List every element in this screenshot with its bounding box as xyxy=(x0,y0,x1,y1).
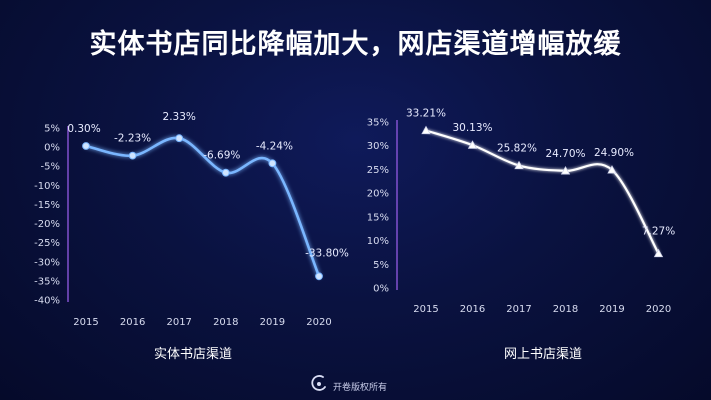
x-tick-label: 2019 xyxy=(599,304,624,315)
y-tick-label: -40% xyxy=(34,296,60,307)
chart-physical: 5% 0% -5% -10% -15% -20% -25% -30% -35% -40% 2015 2… xyxy=(34,111,349,362)
y-tick-label: -10% xyxy=(34,181,60,192)
y-tick-label: 0% xyxy=(373,284,389,295)
x-tick-label: 2015 xyxy=(73,317,98,328)
y-tick-label: 10% xyxy=(367,236,389,247)
data-point xyxy=(221,168,230,177)
x-tick-label: 2016 xyxy=(120,317,145,328)
data-label: -4.24% xyxy=(256,140,293,152)
y-tick-label: -20% xyxy=(34,219,60,230)
data-label: 25.82% xyxy=(497,143,537,155)
y-tick-label: 25% xyxy=(367,165,389,176)
data-point xyxy=(514,160,524,170)
chart-caption: 网上书店渠道 xyxy=(504,347,582,362)
x-tick-label: 2019 xyxy=(260,317,285,328)
x-tick-label: 2015 xyxy=(413,304,438,315)
y-tick-label: 30% xyxy=(367,141,389,152)
footer: 开卷版权所有 xyxy=(309,372,387,394)
data-label: 30.13% xyxy=(452,122,492,134)
data-point xyxy=(421,125,431,135)
data-point xyxy=(560,166,571,175)
data-point xyxy=(315,272,323,281)
data-label: 24.90% xyxy=(594,147,634,159)
y-tick-label: 5% xyxy=(44,124,60,135)
x-tick-label: 2018 xyxy=(213,317,238,328)
chart-caption: 实体书店渠道 xyxy=(154,347,232,362)
y-tick-label: 5% xyxy=(373,260,389,271)
chart-online: 35% 30% 25% 20% 15% 10% 5% 0% 2015 2016 2017 2018 20… xyxy=(367,107,675,362)
data-point xyxy=(128,151,137,160)
data-point xyxy=(175,134,184,143)
data-label: -2.23% xyxy=(114,133,151,145)
kaijuan-logo-icon xyxy=(311,375,326,391)
data-point xyxy=(467,140,478,149)
x-tick-label: 2017 xyxy=(506,304,531,315)
x-tick-label: 2017 xyxy=(166,317,191,328)
x-tick-label: 2020 xyxy=(306,317,331,328)
y-tick-label: -5% xyxy=(41,162,60,173)
x-tick-label: 2016 xyxy=(460,304,485,315)
data-label: 0.30% xyxy=(67,123,100,135)
y-tick-label: -15% xyxy=(34,200,60,211)
data-label: 24.70% xyxy=(545,148,585,160)
data-label: -33.80% xyxy=(305,247,349,259)
data-point xyxy=(268,159,277,168)
data-label: 33.21% xyxy=(406,107,446,119)
y-tick-label: 15% xyxy=(367,212,389,223)
slide-title: 实体书店同比降幅加大，网店渠道增幅放缓 xyxy=(89,29,622,60)
y-tick-label: -25% xyxy=(34,238,60,249)
data-point xyxy=(607,165,617,174)
data-point xyxy=(82,142,90,150)
y-tick-label: -30% xyxy=(34,257,60,268)
x-tick-label: 2020 xyxy=(646,304,671,315)
y-tick-label: 0% xyxy=(44,143,60,154)
y-tick-label: 35% xyxy=(367,118,389,129)
data-label: 7.27% xyxy=(642,226,675,238)
y-tick-label: 20% xyxy=(367,189,389,200)
y-tick-label: -35% xyxy=(34,276,60,287)
data-label: 2.33% xyxy=(163,111,196,123)
x-tick-label: 2018 xyxy=(553,304,578,315)
data-label: -6.69% xyxy=(203,150,240,162)
footer-copyright: 开卷版权所有 xyxy=(333,382,388,393)
data-point xyxy=(653,248,664,258)
